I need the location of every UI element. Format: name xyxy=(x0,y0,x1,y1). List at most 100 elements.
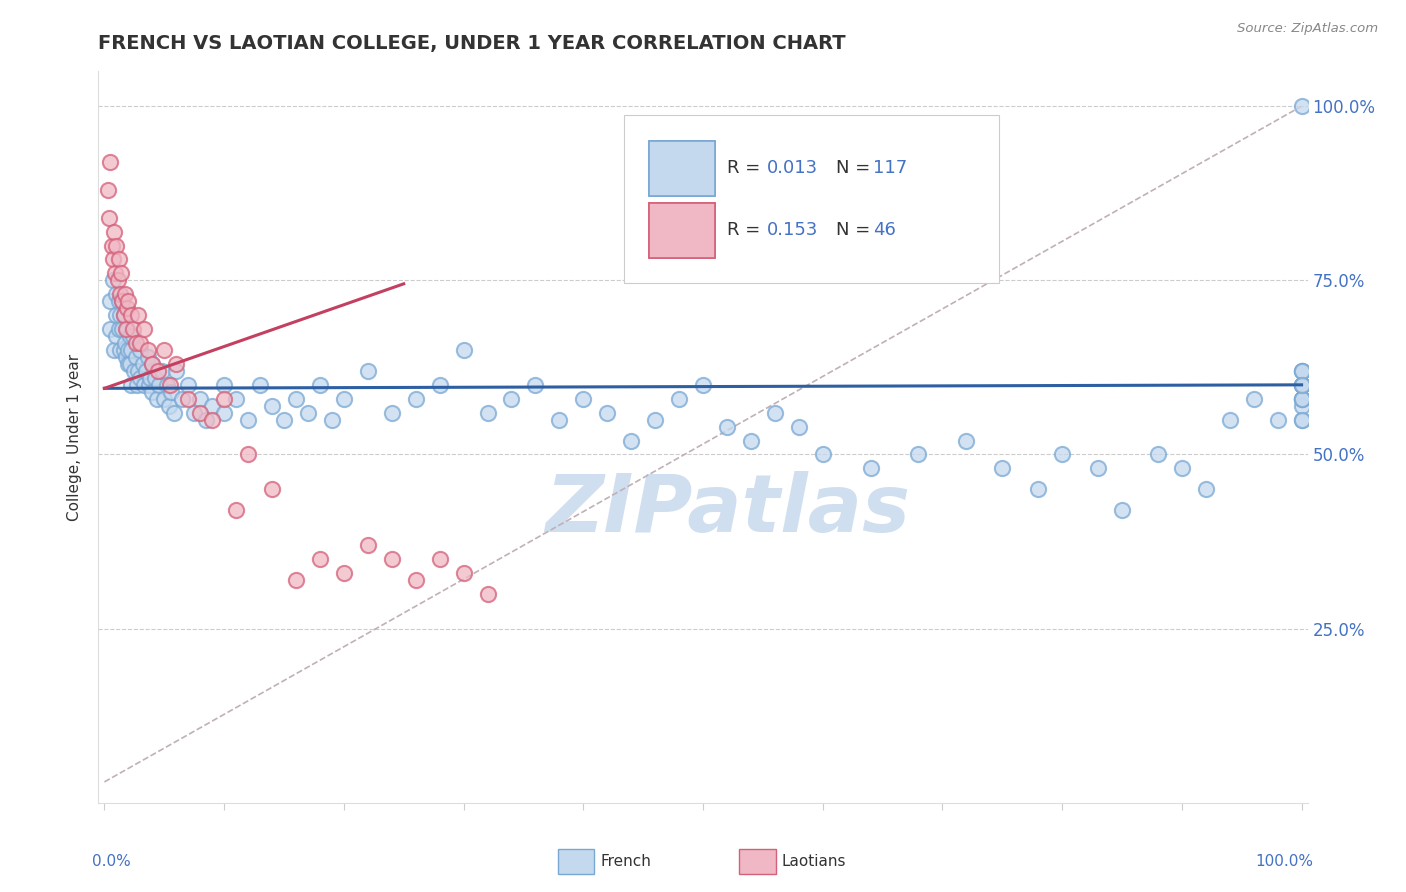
Point xyxy=(111,322,134,336)
Point xyxy=(1291,412,1313,426)
Point xyxy=(907,448,929,462)
Point xyxy=(97,183,120,197)
Point xyxy=(188,392,211,406)
Point xyxy=(115,322,138,336)
Point xyxy=(477,587,499,601)
Point xyxy=(1243,392,1265,406)
FancyBboxPatch shape xyxy=(648,141,716,195)
Point xyxy=(644,412,666,426)
Point xyxy=(103,225,125,239)
Point xyxy=(183,406,205,420)
Point xyxy=(111,294,134,309)
Point xyxy=(284,573,307,587)
Point xyxy=(141,357,163,371)
Point xyxy=(763,406,786,420)
FancyBboxPatch shape xyxy=(624,115,1000,284)
Point xyxy=(136,343,159,357)
Text: ZIPatlas: ZIPatlas xyxy=(544,471,910,549)
Text: French: French xyxy=(600,854,651,869)
Point xyxy=(1291,364,1313,378)
Point xyxy=(405,573,427,587)
Text: 0.013: 0.013 xyxy=(768,159,818,177)
Point xyxy=(136,350,159,364)
Point xyxy=(101,252,124,267)
Point xyxy=(165,357,187,371)
Point xyxy=(117,343,139,357)
Point xyxy=(101,273,124,287)
Point xyxy=(146,392,169,406)
Point xyxy=(132,377,155,392)
Point xyxy=(321,412,343,426)
Point xyxy=(225,392,247,406)
Point xyxy=(107,322,129,336)
Point xyxy=(357,538,380,552)
Point xyxy=(297,406,319,420)
Point xyxy=(991,461,1014,475)
Point xyxy=(188,406,211,420)
Point xyxy=(177,392,200,406)
Point xyxy=(120,308,142,322)
Point xyxy=(124,350,146,364)
Point xyxy=(811,448,834,462)
Point xyxy=(148,364,170,378)
Point xyxy=(114,336,136,351)
Point xyxy=(143,371,166,385)
Point xyxy=(138,377,160,392)
Point xyxy=(273,412,295,426)
Point xyxy=(260,399,283,413)
Point xyxy=(118,329,141,343)
Point xyxy=(1219,412,1241,426)
Point xyxy=(105,287,128,301)
Point xyxy=(1291,412,1313,426)
Point xyxy=(524,377,547,392)
Point xyxy=(212,392,235,406)
Point xyxy=(150,364,173,378)
Point xyxy=(955,434,977,448)
Point xyxy=(177,377,200,392)
Point xyxy=(153,392,176,406)
Point xyxy=(284,392,307,406)
Point xyxy=(692,377,714,392)
Point xyxy=(117,357,139,371)
Point xyxy=(1291,392,1313,406)
Point xyxy=(453,566,475,580)
Point xyxy=(1087,461,1109,475)
Text: N =: N = xyxy=(837,221,876,239)
Point xyxy=(139,371,162,385)
Point xyxy=(124,336,146,351)
Point xyxy=(122,322,145,336)
Point xyxy=(225,503,247,517)
Point xyxy=(1267,412,1289,426)
Point xyxy=(104,266,127,280)
Point xyxy=(127,308,149,322)
Point xyxy=(114,287,136,301)
FancyBboxPatch shape xyxy=(648,203,716,258)
Point xyxy=(596,406,619,420)
Point xyxy=(859,461,882,475)
Point xyxy=(120,343,142,357)
Point xyxy=(1026,483,1049,497)
Point xyxy=(108,308,131,322)
Point xyxy=(153,343,176,357)
Point xyxy=(572,392,595,406)
Point xyxy=(98,211,121,225)
Point xyxy=(165,364,187,378)
Point xyxy=(108,343,131,357)
Text: 117: 117 xyxy=(873,159,908,177)
Point xyxy=(1291,364,1313,378)
Point xyxy=(117,294,139,309)
Point xyxy=(100,238,122,252)
Text: 46: 46 xyxy=(873,221,897,239)
Point xyxy=(477,406,499,420)
Text: R =: R = xyxy=(727,221,766,239)
Point xyxy=(129,371,152,385)
Point xyxy=(1291,377,1313,392)
Point xyxy=(105,238,128,252)
Point xyxy=(333,392,356,406)
Point xyxy=(405,392,427,406)
Point xyxy=(159,377,181,392)
Point xyxy=(120,377,142,392)
Point xyxy=(103,343,125,357)
Point xyxy=(1147,448,1170,462)
Point xyxy=(105,308,128,322)
